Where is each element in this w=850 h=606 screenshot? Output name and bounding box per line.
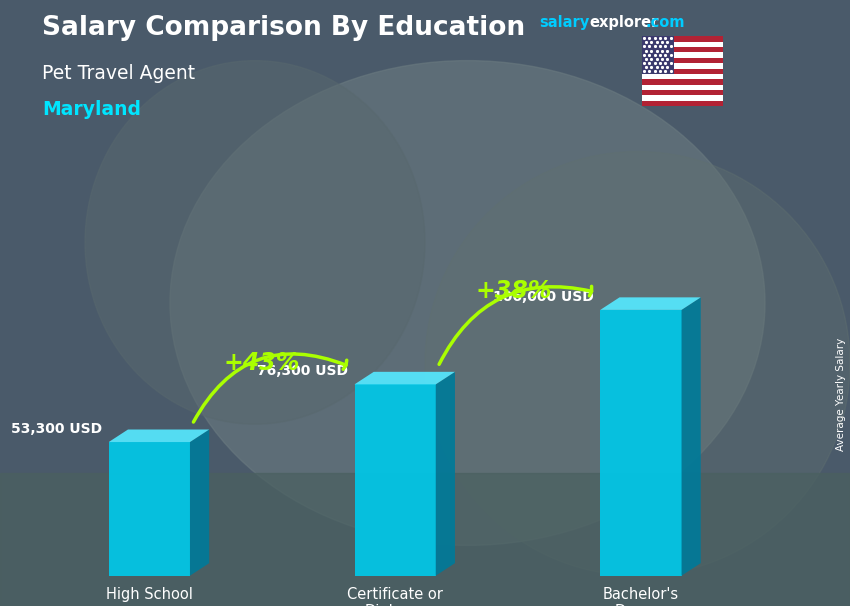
Text: .com: .com bbox=[645, 15, 684, 30]
Bar bbox=[642, 101, 722, 106]
Bar bbox=[642, 85, 722, 90]
Text: Pet Travel Agent: Pet Travel Agent bbox=[42, 64, 196, 82]
Bar bbox=[642, 95, 722, 101]
Text: Maryland: Maryland bbox=[42, 100, 141, 119]
Polygon shape bbox=[190, 430, 209, 576]
Bar bbox=[642, 58, 722, 63]
Bar bbox=[642, 90, 722, 95]
Text: 76,300 USD: 76,300 USD bbox=[257, 364, 348, 378]
Text: +38%: +38% bbox=[475, 279, 552, 303]
Ellipse shape bbox=[85, 61, 425, 424]
Ellipse shape bbox=[425, 152, 850, 576]
Polygon shape bbox=[109, 430, 209, 442]
Polygon shape bbox=[682, 298, 700, 576]
Bar bbox=[642, 74, 722, 79]
Polygon shape bbox=[600, 298, 700, 310]
Bar bbox=[642, 53, 722, 58]
Bar bbox=[642, 79, 722, 85]
Ellipse shape bbox=[170, 61, 765, 545]
Text: salary: salary bbox=[540, 15, 590, 30]
Bar bbox=[600, 310, 682, 576]
Text: Salary Comparison By Education: Salary Comparison By Education bbox=[42, 15, 525, 41]
Bar bbox=[642, 36, 722, 42]
Bar bbox=[642, 63, 722, 68]
Text: Average Yearly Salary: Average Yearly Salary bbox=[836, 338, 846, 450]
Bar bbox=[642, 36, 674, 74]
Bar bbox=[642, 47, 722, 53]
Text: +43%: +43% bbox=[224, 351, 300, 375]
Bar bbox=[642, 68, 722, 74]
Bar bbox=[0, 473, 850, 606]
Text: 106,000 USD: 106,000 USD bbox=[493, 290, 594, 304]
Text: explorer: explorer bbox=[589, 15, 659, 30]
Polygon shape bbox=[436, 372, 455, 576]
Bar bbox=[109, 442, 190, 576]
Text: 53,300 USD: 53,300 USD bbox=[11, 422, 102, 436]
Bar bbox=[354, 384, 436, 576]
Polygon shape bbox=[354, 372, 455, 384]
Bar bbox=[642, 42, 722, 47]
